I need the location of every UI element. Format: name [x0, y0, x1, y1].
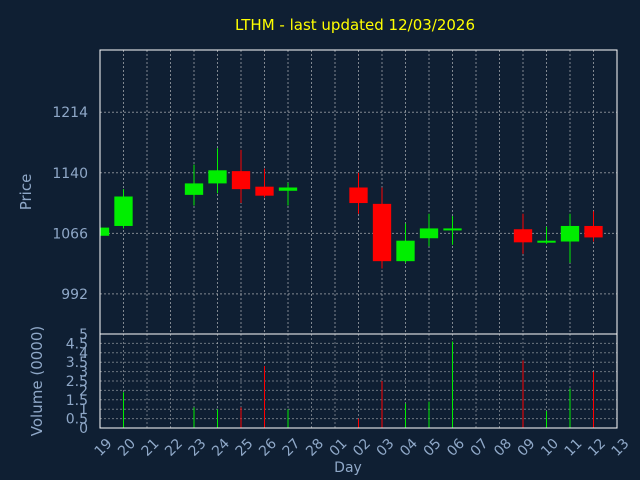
candle: [443, 216, 462, 245]
volume-y-tick-label: 0.5: [66, 412, 88, 428]
candle-body: [208, 170, 227, 184]
candle: [255, 168, 274, 198]
candle-body: [349, 187, 368, 204]
candle: [349, 172, 368, 214]
candle-body: [231, 171, 251, 190]
volume-bars: [123, 341, 594, 428]
volume-y-tick-labels: 00.511.522.533.544.55: [66, 327, 88, 437]
candle-body: [443, 228, 462, 231]
volume-y-tick-label: 0: [79, 421, 88, 437]
chart-title: LTHM - last updated 12/03/2026: [235, 16, 475, 34]
candle-body: [396, 240, 415, 262]
candle-body: [419, 228, 439, 239]
candle: [372, 187, 392, 269]
price-y-tick-label: 1140: [52, 166, 88, 182]
volume-y-tick-label: 4.5: [66, 336, 88, 352]
price-y-tick-label: 992: [61, 287, 88, 303]
candle-body: [560, 225, 580, 242]
candle-body: [278, 187, 298, 191]
candle: [396, 223, 415, 263]
price-y-tick-labels: 992 1066 1140 1214: [52, 105, 88, 303]
candle: [584, 211, 603, 242]
volume-y-tick-label: 3: [79, 365, 88, 381]
x-tick-labels: 19 20 21 22 23 24 25 26 27 28 01 02 03 04 05 06 07 08 09 10…: [92, 436, 633, 460]
candle-body: [584, 225, 603, 238]
candle: [513, 213, 533, 254]
candle-body: [100, 227, 110, 236]
candle: [208, 148, 227, 194]
volume-y-tick-label: 2: [79, 383, 88, 399]
price-y-tick-label: 1066: [52, 226, 88, 242]
candle: [537, 226, 556, 244]
candle-body: [255, 186, 274, 196]
candle-body: [537, 240, 556, 243]
volume-y-tick-label: 3.5: [66, 355, 88, 371]
price-axis-label: Price: [17, 174, 35, 211]
volume-y-tick-label: 1: [79, 402, 88, 418]
candle-body: [372, 203, 392, 262]
volume-y-tick-label: 2.5: [66, 374, 88, 390]
candle: [184, 164, 204, 206]
candle: [114, 189, 133, 229]
candle: [419, 213, 439, 247]
candle-body: [184, 183, 204, 195]
volume-y-tick-label: 1.5: [66, 393, 88, 409]
candle: [231, 149, 251, 204]
volume-y-tick-label: 5: [79, 327, 88, 343]
volume-axis-label: Volume (0000): [28, 326, 46, 436]
x-axis-label: Day: [334, 460, 362, 476]
candle-body: [513, 229, 533, 243]
candle: [278, 182, 298, 206]
volume-panel-frame: [99, 333, 618, 429]
volume-y-tick-label: 4: [79, 346, 88, 362]
candle-body: [114, 196, 133, 226]
price-y-tick-label: 1214: [52, 105, 88, 121]
candle: [560, 213, 580, 263]
